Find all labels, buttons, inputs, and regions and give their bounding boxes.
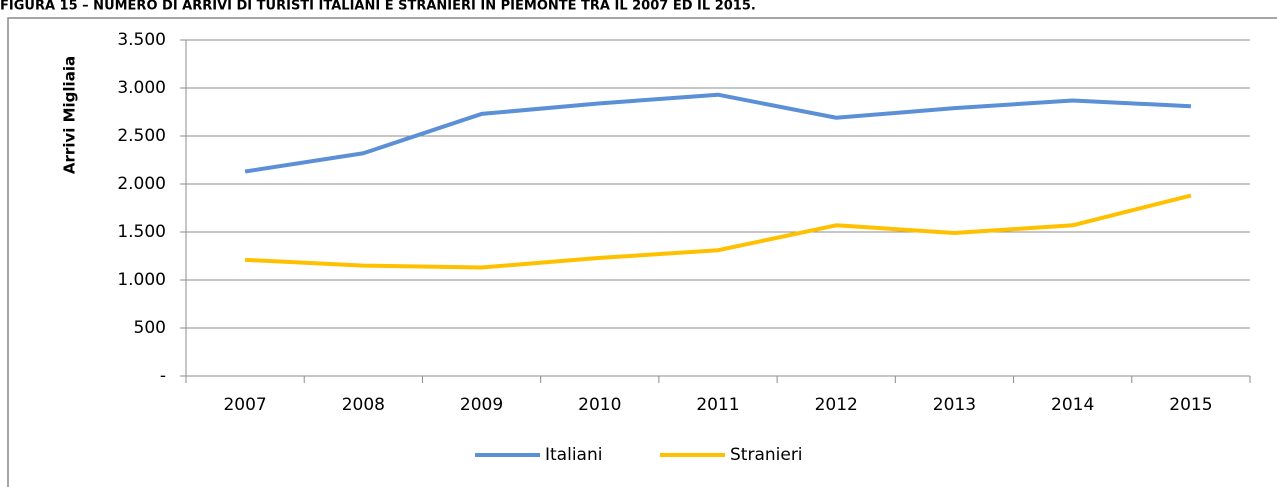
- y-tick-label: -: [160, 366, 166, 386]
- x-tick-label: 2010: [578, 395, 621, 415]
- x-tick-label: 2013: [933, 395, 976, 415]
- x-tick-label: 2008: [342, 395, 385, 415]
- y-tick-label: 3.000: [117, 78, 166, 98]
- y-axis-label: Arrivi Migliaia: [61, 56, 79, 174]
- x-tick-label: 2014: [1051, 395, 1094, 415]
- chart-frame: [7, 17, 1277, 487]
- x-tick-label: 2012: [815, 395, 858, 415]
- x-tick-label: 2015: [1169, 395, 1212, 415]
- y-tick-label: 1.500: [117, 222, 166, 242]
- series-line: [245, 193, 1192, 270]
- y-tick-label: 2.500: [117, 126, 166, 146]
- legend-label: Italiani: [545, 445, 602, 465]
- x-tick-label: 2007: [223, 395, 266, 415]
- y-tick-label: 500: [134, 318, 166, 338]
- chart-title: FIGURA 15 – NUMERO DI ARRIVI DI TURISTI …: [0, 0, 756, 14]
- y-tick-label: 3.500: [117, 30, 166, 50]
- series-line: [244, 92, 1191, 174]
- legend-label: Stranieri: [730, 445, 803, 465]
- y-tick-label: 1.000: [117, 270, 166, 290]
- x-tick-label: 2009: [460, 395, 503, 415]
- x-tick-label: 2011: [696, 395, 739, 415]
- y-tick-label: 2.000: [117, 174, 166, 194]
